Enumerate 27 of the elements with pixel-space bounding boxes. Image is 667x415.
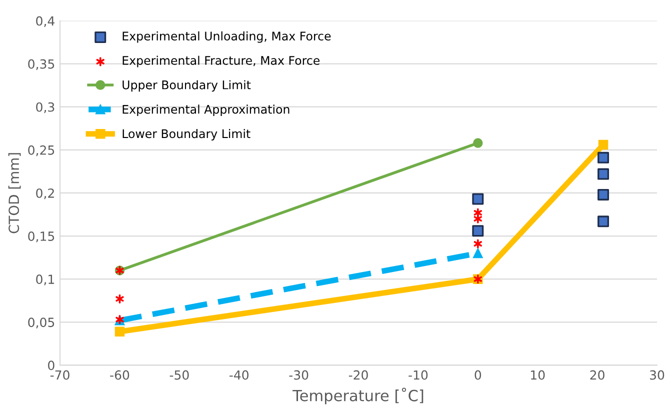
y-tick-label: 0,4: [36, 16, 54, 27]
y-tick-label: 0: [48, 360, 54, 370]
x-tick-label: -40: [230, 370, 248, 380]
y-tick-label: 0,3: [36, 102, 54, 114]
x-axis-title: Temperature [˚C]: [292, 388, 424, 404]
legend-label: Experimental Approximation: [122, 104, 290, 116]
x-tick-label: -30: [289, 370, 308, 380]
y-tick-label: 0,1: [36, 274, 54, 286]
x-tick-label: -10: [408, 370, 428, 380]
legend-label: Experimental Unloading, Max Force: [122, 31, 331, 43]
x-tick-label: -50: [170, 370, 189, 380]
y-tick-label: 0,05: [28, 318, 54, 328]
y-tick-label: 0,25: [28, 145, 54, 156]
x-tick-label: 30: [650, 370, 664, 380]
legend-label: Upper Boundary Limit: [122, 80, 251, 92]
x-tick-label: -70: [50, 370, 70, 380]
x-tick-label: 0: [474, 370, 482, 380]
legend-label: Experimental Fracture, Max Force: [122, 56, 320, 68]
legend-label: Lower Boundary Limit: [122, 129, 250, 140]
y-tick-label: 0,15: [28, 232, 54, 242]
x-tick-label: -20: [348, 370, 368, 380]
x-tick-label: -60: [110, 370, 130, 380]
y-tick-label: 0,2: [36, 188, 54, 200]
x-tick-label: 10: [531, 370, 545, 380]
y-axis-title: CTOD [mm]: [8, 153, 21, 234]
x-tick-label: 20: [590, 370, 604, 380]
y-tick-label: 0,35: [28, 59, 54, 70]
